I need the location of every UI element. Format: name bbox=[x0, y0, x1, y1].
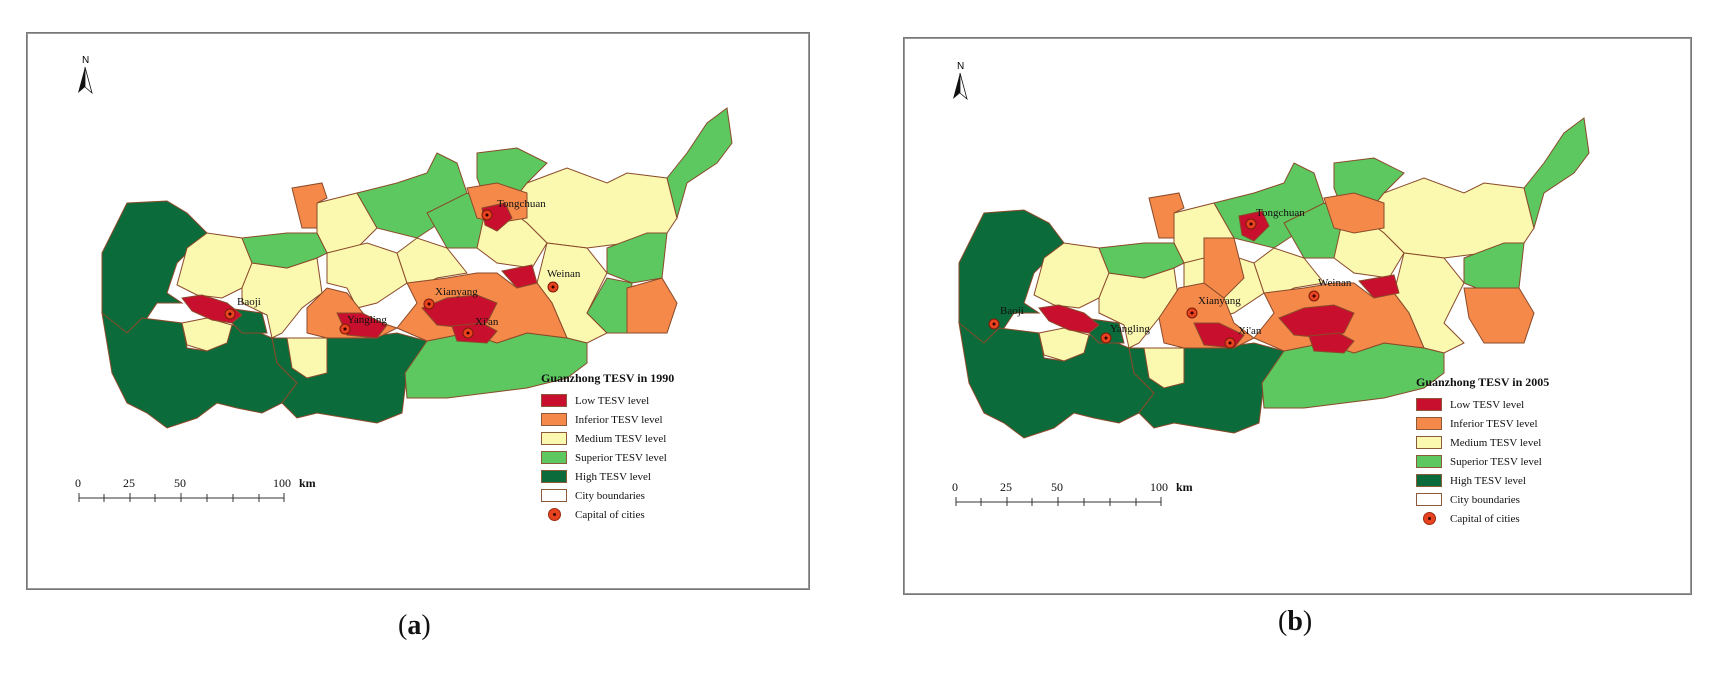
city-label-weinan: Weinan bbox=[547, 268, 581, 280]
scale-unit: km bbox=[299, 476, 316, 490]
scale-bar bbox=[78, 493, 285, 502]
scale-bar bbox=[955, 497, 1162, 506]
scale-tick-0: 0 bbox=[952, 480, 958, 494]
region-superior-3 bbox=[1283, 202, 1345, 259]
region-inferior-1 bbox=[291, 182, 328, 229]
legend-item-boundaries: City boundaries bbox=[1416, 490, 1549, 509]
city-label-weinan: Weinan bbox=[1318, 277, 1352, 289]
region-superior-1 bbox=[1098, 242, 1185, 279]
city-label-xian: Xi'an bbox=[1238, 325, 1262, 337]
scale-tick-25: 25 bbox=[123, 476, 135, 490]
scale-tick-0: 0 bbox=[75, 476, 81, 490]
scale-tick-50: 50 bbox=[1051, 480, 1063, 494]
city-label-xianyang: Xianyang bbox=[435, 286, 478, 298]
region-inferior-5 bbox=[626, 277, 678, 334]
capital-dot-icon bbox=[1422, 512, 1436, 525]
scale-tick-100: 100 bbox=[273, 476, 291, 490]
city-label-xian: Xi'an bbox=[475, 316, 499, 328]
legend-item-superior: Superior TESV level bbox=[541, 448, 674, 467]
legend-item-low: Low TESV level bbox=[1416, 395, 1549, 414]
region-superior-1 bbox=[241, 232, 328, 269]
north-arrow-icon: N bbox=[953, 61, 968, 101]
caption-a: (a) bbox=[398, 610, 431, 641]
legend-item-inferior: Inferior TESV level bbox=[541, 410, 674, 429]
city-label-tongchuan: Tongchuan bbox=[497, 198, 546, 210]
city-label-tongchuan: Tongchuan bbox=[1256, 207, 1305, 219]
region-low-xianyang bbox=[1278, 304, 1355, 339]
legend-item-boundaries: City boundaries bbox=[541, 486, 674, 505]
map-panel-a: Tongchuan Weinan Baoji Xianyang Yangling… bbox=[26, 32, 810, 590]
city-markers-b bbox=[988, 218, 1320, 349]
city-label-yangling: Yangling bbox=[347, 314, 387, 326]
region-low-east bbox=[501, 264, 538, 289]
legend-title: Guanzhong TESV in 2005 bbox=[1416, 375, 1550, 389]
region-medium-4 bbox=[286, 337, 328, 379]
map-svg-a: Tongchuan Weinan Baoji Xianyang Yangling… bbox=[75, 55, 733, 502]
svg-text:N: N bbox=[957, 61, 964, 72]
region-inferior-5 bbox=[1463, 287, 1535, 344]
region-low-baoji bbox=[1038, 304, 1100, 334]
caption-b: (b) bbox=[1278, 606, 1313, 637]
legend-item-superior: Superior TESV level bbox=[1416, 452, 1549, 471]
legend-b: Guanzhong TESV in 2005 Low TESV level In… bbox=[1416, 375, 1549, 528]
legend-item-medium: Medium TESV level bbox=[1416, 433, 1549, 452]
scale-tick-50: 50 bbox=[174, 476, 186, 490]
north-arrow-icon: N bbox=[78, 55, 93, 95]
city-label-baoji: Baoji bbox=[1000, 305, 1024, 317]
region-inferior-2 bbox=[1323, 192, 1385, 234]
map-frame bbox=[904, 38, 1691, 594]
region-low-xian bbox=[1308, 332, 1355, 354]
legend-item-low: Low TESV level bbox=[541, 391, 674, 410]
city-label-baoji: Baoji bbox=[237, 296, 261, 308]
region-superior-5 bbox=[1523, 117, 1590, 230]
region-superior-3 bbox=[426, 192, 488, 249]
scale-unit: km bbox=[1176, 480, 1193, 494]
city-label-yangling: Yangling bbox=[1110, 323, 1150, 335]
svg-text:N: N bbox=[82, 55, 89, 66]
region-low-tongchuan bbox=[481, 202, 513, 232]
legend-a: Guanzhong TESV in 1990 Low TESV level In… bbox=[541, 371, 674, 524]
legend-item-inferior: Inferior TESV level bbox=[1416, 414, 1549, 433]
map-svg-b: Tongchuan Weinan Baoji Xianyang Yangling… bbox=[952, 61, 1590, 506]
region-low-baoji bbox=[181, 294, 243, 324]
legend-title: Guanzhong TESV in 1990 bbox=[541, 371, 675, 385]
region-low-xianyang bbox=[421, 294, 498, 329]
city-markers-a bbox=[224, 209, 559, 339]
legend-item-capital: Capital of cities bbox=[541, 505, 674, 524]
region-inferior-1 bbox=[1148, 192, 1185, 239]
capital-dot-icon bbox=[547, 508, 561, 521]
scale-tick-100: 100 bbox=[1150, 480, 1168, 494]
map-panel-b: Tongchuan Weinan Baoji Xianyang Yangling… bbox=[903, 37, 1692, 595]
region-inferior-6 bbox=[1203, 237, 1245, 299]
region-medium-6 bbox=[326, 242, 408, 309]
legend-item-high: High TESV level bbox=[541, 467, 674, 486]
city-label-xianyang: Xianyang bbox=[1198, 295, 1241, 307]
region-medium-4 bbox=[1143, 347, 1185, 389]
legend-item-high: High TESV level bbox=[1416, 471, 1549, 490]
legend-item-capital: Capital of cities bbox=[1416, 509, 1549, 528]
legend-item-medium: Medium TESV level bbox=[541, 429, 674, 448]
region-superior-5 bbox=[666, 107, 733, 220]
region-low-east bbox=[1358, 274, 1400, 299]
region-low-xian bbox=[451, 322, 498, 344]
map-frame bbox=[27, 33, 809, 589]
scale-tick-25: 25 bbox=[1000, 480, 1012, 494]
